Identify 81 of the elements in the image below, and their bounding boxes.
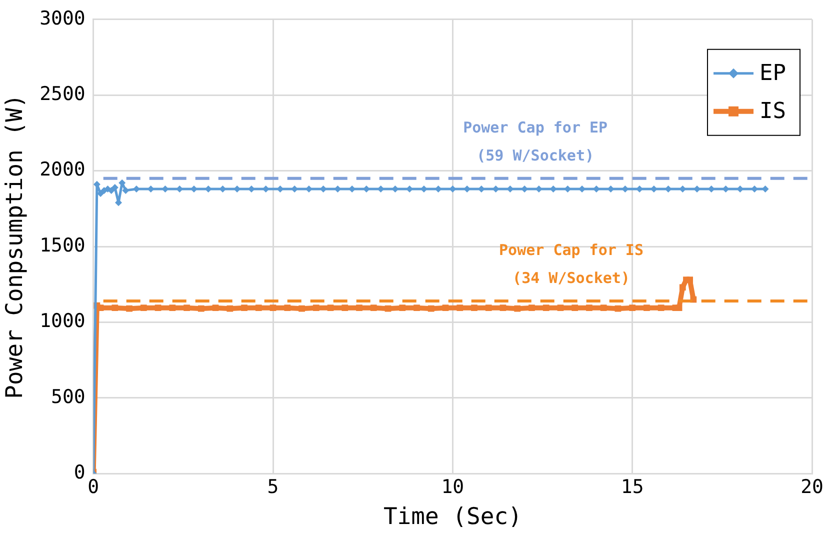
point bbox=[284, 304, 291, 311]
point bbox=[586, 304, 592, 311]
point bbox=[676, 304, 682, 311]
point bbox=[471, 304, 478, 311]
point bbox=[334, 185, 342, 192]
y-tick-label: 500 bbox=[51, 386, 86, 408]
y-tick-label: 2500 bbox=[40, 83, 86, 106]
point bbox=[686, 276, 694, 283]
y-tick-label: 1500 bbox=[40, 234, 86, 256]
point bbox=[428, 305, 434, 312]
point bbox=[298, 305, 305, 312]
point bbox=[97, 190, 104, 198]
point bbox=[614, 305, 622, 312]
point bbox=[356, 304, 362, 311]
y-axis-title: Power Conpsumption (W) bbox=[2, 94, 28, 399]
point bbox=[434, 185, 442, 192]
point bbox=[658, 304, 664, 311]
point bbox=[629, 304, 636, 311]
point bbox=[442, 304, 449, 311]
point bbox=[500, 304, 506, 311]
x-axis-title: Time (Sec) bbox=[383, 504, 522, 530]
x-tick-label: 5 bbox=[267, 476, 279, 498]
point bbox=[241, 304, 248, 311]
point bbox=[255, 304, 262, 311]
legend-label: IS bbox=[760, 99, 786, 124]
point bbox=[184, 304, 190, 311]
point bbox=[762, 185, 769, 192]
point bbox=[111, 184, 118, 191]
point bbox=[154, 304, 162, 311]
ref-line-label: Power Cap for EP (59 W/Socket) bbox=[463, 118, 608, 164]
point bbox=[600, 304, 607, 311]
point bbox=[542, 304, 550, 311]
point bbox=[342, 304, 348, 311]
point bbox=[557, 304, 564, 311]
point bbox=[370, 304, 377, 311]
point bbox=[270, 304, 276, 311]
point bbox=[140, 304, 147, 311]
point bbox=[664, 185, 672, 192]
point bbox=[276, 185, 284, 192]
point bbox=[392, 185, 399, 192]
x-tick-label: 20 bbox=[800, 476, 824, 498]
y-tick-label: 1000 bbox=[40, 310, 86, 332]
point bbox=[449, 185, 456, 192]
point bbox=[722, 185, 730, 192]
point bbox=[327, 304, 334, 311]
point bbox=[126, 305, 132, 312]
point bbox=[226, 305, 234, 312]
x-tick-label: 0 bbox=[88, 476, 100, 498]
x-tick-label: 10 bbox=[441, 476, 464, 498]
point bbox=[384, 305, 392, 312]
point bbox=[312, 304, 320, 311]
point bbox=[198, 305, 204, 312]
point bbox=[399, 304, 406, 311]
ref-line-label: Power Cap for IS (34 W/Socket) bbox=[499, 240, 644, 287]
point bbox=[377, 185, 384, 192]
point bbox=[572, 304, 578, 311]
point bbox=[550, 185, 557, 192]
point bbox=[112, 304, 118, 311]
y-tick-label: 0 bbox=[74, 462, 86, 484]
point bbox=[456, 304, 464, 311]
point bbox=[162, 185, 169, 192]
y-tick-label: 2000 bbox=[40, 158, 86, 181]
point bbox=[607, 185, 614, 192]
point bbox=[108, 186, 115, 194]
point bbox=[528, 304, 535, 311]
point bbox=[320, 185, 327, 192]
point bbox=[485, 304, 492, 311]
point bbox=[514, 305, 521, 312]
legend-label: EP bbox=[760, 61, 786, 86]
point bbox=[219, 185, 226, 192]
x-tick-label: 15 bbox=[620, 476, 644, 498]
point bbox=[169, 304, 176, 311]
point bbox=[644, 304, 650, 311]
y-tick-label: 3000 bbox=[40, 7, 86, 30]
point bbox=[93, 180, 100, 188]
point bbox=[679, 284, 686, 291]
point bbox=[212, 304, 219, 311]
point bbox=[132, 185, 140, 192]
point bbox=[492, 185, 500, 192]
point bbox=[414, 304, 420, 311]
point bbox=[122, 186, 130, 194]
